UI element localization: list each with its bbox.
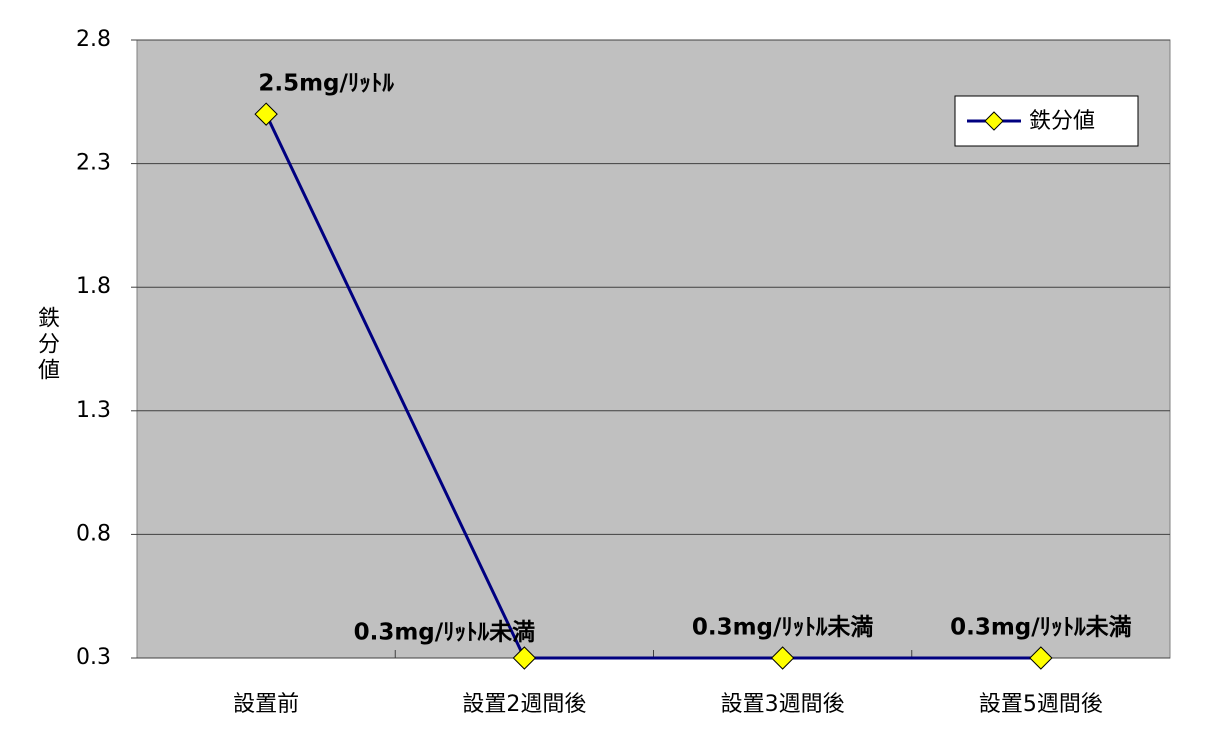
data-label: 0.3mg/ﾘｯﾄﾙ未満: [692, 615, 874, 641]
marker: [254, 102, 278, 126]
y-tick-label: 2.3: [76, 151, 111, 176]
marker: [1029, 646, 1053, 670]
data-label: 0.3mg/ﾘｯﾄﾙ未満: [354, 620, 536, 646]
x-tick-label: 設置2週間後: [462, 692, 586, 717]
y-tick-label: 2.8: [76, 27, 111, 52]
y-tick-label: 0.3: [76, 645, 111, 670]
legend-marker: [984, 111, 1004, 131]
data-line: [264, 113, 1041, 660]
x-tick-label: 設置前: [233, 692, 299, 717]
marker: [512, 646, 537, 670]
marker: [770, 646, 795, 670]
data-label: 2.5mg/ﾘｯﾄﾙ: [258, 71, 394, 97]
data-label: 0.3mg/ﾘｯﾄﾙ未満: [950, 615, 1132, 641]
x-tick-label: 設置5週間後: [979, 692, 1103, 717]
legend-label: 鉄分値: [1029, 109, 1095, 134]
y-tick-label: 1.8: [76, 274, 111, 299]
y-tick-label: 0.8: [76, 521, 111, 546]
x-tick-label: 設置3週間後: [721, 692, 845, 717]
y-tick-label: 1.3: [76, 398, 111, 423]
y-axis-title: 鉄分値: [34, 306, 60, 384]
